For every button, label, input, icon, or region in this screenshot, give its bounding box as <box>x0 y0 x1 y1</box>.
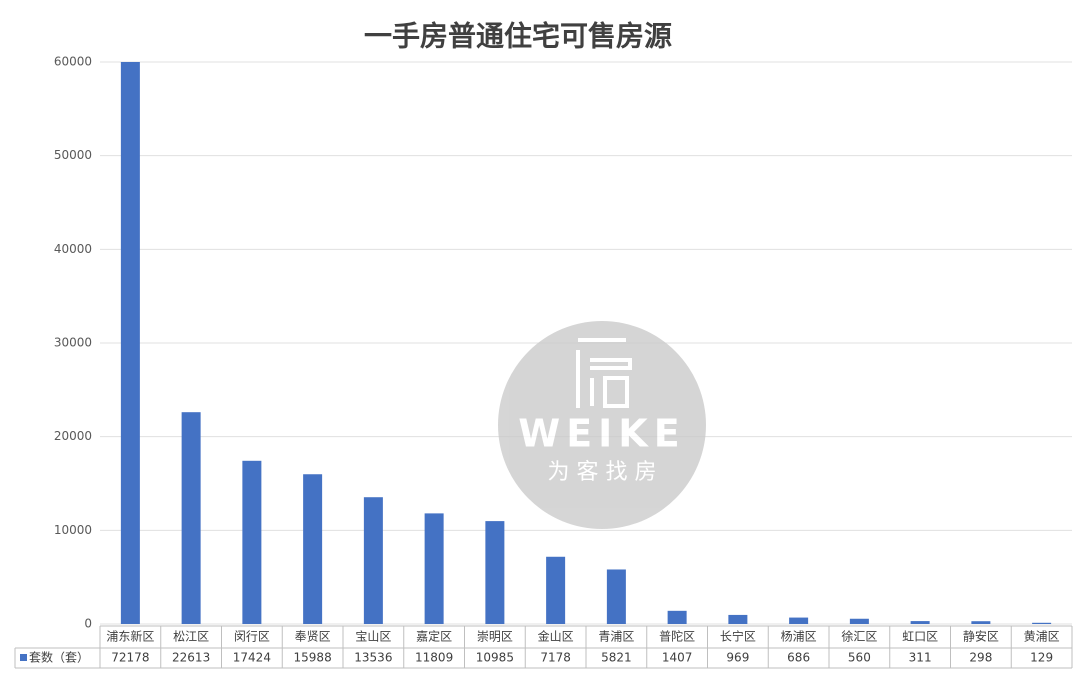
x-tick-label: 长宁区 <box>720 629 756 644</box>
watermark-brand: WEIKE <box>518 412 685 456</box>
bar <box>789 617 809 624</box>
table-value: 1407 <box>662 651 693 665</box>
table-value: 129 <box>1030 651 1053 665</box>
watermark: WEIKE 为 客 找 房 <box>498 321 706 529</box>
table-value: 311 <box>909 651 932 665</box>
x-tick-label: 奉贤区 <box>295 630 331 644</box>
table-value: 11809 <box>415 651 453 665</box>
x-tick-label: 黄浦区 <box>1024 630 1060 644</box>
table-value: 13536 <box>354 651 392 665</box>
table-value: 10985 <box>476 651 514 665</box>
legend-swatch <box>20 654 27 661</box>
y-tick-label: 10000 <box>54 523 92 537</box>
x-tick-label: 浦东新区 <box>106 629 154 644</box>
x-tick-label: 虹口区 <box>902 630 938 644</box>
bar <box>910 621 930 624</box>
x-tick-label: 青浦区 <box>598 630 634 644</box>
x-tick-label: 宝山区 <box>355 630 391 644</box>
table-value: 17424 <box>233 651 271 665</box>
bar <box>242 460 262 624</box>
table-value: 5821 <box>601 651 632 665</box>
bar <box>667 610 687 624</box>
x-tick-label: 杨浦区 <box>781 629 817 644</box>
bar <box>120 62 140 624</box>
x-tick-label: 崇明区 <box>477 630 513 644</box>
bar <box>424 513 444 624</box>
bars <box>120 62 1052 624</box>
y-tick-label: 50000 <box>54 148 92 162</box>
grid: 0 10000 20000 30000 40000 50000 60000 <box>54 55 1072 631</box>
bar <box>849 618 869 624</box>
bar <box>181 412 201 624</box>
bar <box>728 614 748 624</box>
table-value: 298 <box>969 651 992 665</box>
table-value: 560 <box>848 651 871 665</box>
legend-label: 套数（套） <box>29 650 89 665</box>
bar <box>303 474 323 624</box>
x-tick-label: 闵行区 <box>234 629 270 644</box>
table-value: 72178 <box>111 651 149 665</box>
table-value: 969 <box>726 651 749 665</box>
bar <box>546 556 566 624</box>
x-tick-label: 静安区 <box>963 629 999 644</box>
watermark-slogan: 为 客 找 房 <box>548 460 657 485</box>
bar <box>971 621 991 624</box>
x-tick-label: 徐汇区 <box>841 629 877 644</box>
table-value: 15988 <box>294 651 332 665</box>
y-tick-label: 20000 <box>54 429 92 443</box>
bar <box>606 569 626 624</box>
y-tick-label: 30000 <box>54 336 92 350</box>
x-tick-label: 金山区 <box>538 629 574 644</box>
x-tick-label: 普陀区 <box>659 629 695 644</box>
table-value: 686 <box>787 651 810 665</box>
y-tick-label: 40000 <box>54 242 92 256</box>
x-tick-label: 嘉定区 <box>416 629 452 644</box>
bar <box>1032 622 1052 624</box>
watermark-circle <box>498 321 706 529</box>
y-tick-label: 0 <box>84 617 92 631</box>
bar <box>363 497 383 624</box>
bar <box>485 521 505 624</box>
watermark-logo <box>576 338 632 408</box>
data-table: 套数（套） 浦东新区 72178 松江区 22613 闵行区 17424 奉贤区 15988 宝山… <box>14 625 1073 669</box>
x-tick-label: 松江区 <box>173 630 209 644</box>
chart-title: 一手房普通住宅可售房源 <box>364 20 672 53</box>
table-value: 22613 <box>172 651 210 665</box>
y-tick-label: 60000 <box>54 55 92 69</box>
table-value: 7178 <box>540 651 571 665</box>
